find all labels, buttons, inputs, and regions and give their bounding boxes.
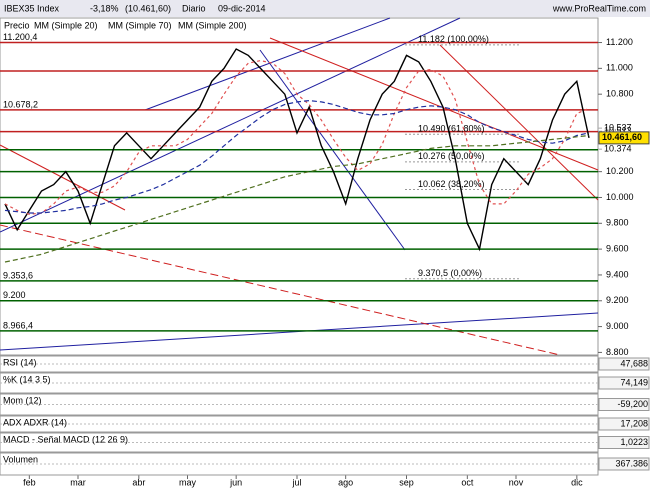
indicator-value-box bbox=[598, 398, 650, 411]
x-tick-label: feb bbox=[23, 477, 36, 487]
y-tick-label: 9.400 bbox=[606, 269, 629, 279]
legend-entry: MM (Simple 200) bbox=[178, 20, 247, 30]
period: Diario bbox=[182, 3, 206, 13]
indicator-value-box bbox=[598, 357, 650, 371]
x-tick-label: mar bbox=[70, 477, 86, 487]
fib-label: 10.276 (50,00%) bbox=[418, 151, 485, 161]
level-label: 8.966,4 bbox=[3, 320, 33, 330]
x-tick-label: abr bbox=[132, 477, 145, 487]
y-tick-label: 10.800 bbox=[606, 89, 634, 99]
x-tick-label: nov bbox=[509, 477, 524, 487]
indicator-value: 17,208 bbox=[620, 418, 648, 428]
indicator-value-box bbox=[598, 457, 650, 471]
level-label: 10.678,2 bbox=[3, 99, 38, 109]
indicator-value: -59,200 bbox=[617, 399, 648, 409]
y-tick-label: 11.200 bbox=[606, 37, 633, 47]
fib-label: 9.370,5 (0,00%) bbox=[418, 268, 482, 278]
indicator-name: MACD - Señal MACD (12 26 9) bbox=[3, 434, 128, 444]
series-line bbox=[4, 134, 590, 263]
extra-tick-label: 10.513 bbox=[604, 126, 632, 136]
series-line bbox=[4, 99, 590, 214]
indicator-value: 47,688 bbox=[620, 358, 648, 368]
indicator-value: 367.386 bbox=[615, 458, 648, 468]
trendline bbox=[144, 17, 391, 111]
last-price-box bbox=[598, 131, 650, 145]
indicator-value-box bbox=[598, 376, 650, 390]
legend-entry: MM (Simple 70) bbox=[108, 20, 172, 30]
y-tick-label: 11.000 bbox=[606, 63, 633, 73]
fib-label: 10.490 (61,80%) bbox=[418, 124, 485, 134]
indicator-name: ADX ADXR (14) bbox=[3, 417, 67, 427]
series-line bbox=[4, 59, 590, 215]
trendline bbox=[0, 144, 126, 211]
x-tick-label: dic bbox=[571, 477, 583, 487]
site: www.ProRealTime.com bbox=[552, 3, 646, 13]
y-tick-label: 8.800 bbox=[606, 347, 629, 357]
y-tick-label: 10.200 bbox=[606, 166, 634, 176]
extra-tick-label: 10.537 bbox=[604, 123, 632, 133]
y-tick-label: 10.000 bbox=[606, 192, 634, 202]
header-bar bbox=[0, 0, 650, 17]
date: 09-dic-2014 bbox=[218, 3, 266, 13]
last: (10.461,60) bbox=[125, 3, 171, 13]
chart-title: IBEX35 Index bbox=[4, 3, 60, 13]
indicator-name: Volumen bbox=[3, 454, 38, 464]
level-label: 9.200 bbox=[3, 290, 26, 300]
x-tick-label: jun bbox=[229, 477, 242, 487]
legend-entry: MM (Simple 20) bbox=[34, 20, 98, 30]
indicator-value: 1,0223 bbox=[620, 437, 648, 447]
indicator-value: 74,149 bbox=[620, 377, 648, 387]
extra-tick-label: 10.374 bbox=[604, 144, 632, 154]
level-label: 11.200,4 bbox=[3, 32, 37, 42]
last-price-label: 10.461,60 bbox=[602, 132, 642, 142]
y-tick-label: 9.800 bbox=[606, 218, 629, 228]
x-tick-label: may bbox=[179, 477, 197, 487]
y-tick-label: 9.600 bbox=[606, 243, 629, 253]
indicator-value-box bbox=[598, 417, 650, 431]
indicator-name: %K (14 3 5) bbox=[3, 374, 51, 384]
x-tick-label: sep bbox=[399, 477, 414, 487]
indicator-value-box bbox=[598, 436, 650, 449]
level-label: 9.353,6 bbox=[3, 270, 33, 280]
y-tick-label: 9.000 bbox=[606, 321, 629, 331]
indicator-name: Mom (12) bbox=[3, 395, 42, 405]
fib-label: 11.182 (100,00%) bbox=[418, 34, 489, 44]
legend-price: Precio bbox=[4, 20, 30, 30]
main-panel bbox=[0, 17, 599, 356]
series-line bbox=[4, 48, 590, 252]
trendline bbox=[0, 17, 461, 233]
fib-label: 10.062 (38,20%) bbox=[418, 179, 485, 189]
x-tick-label: oct bbox=[461, 477, 474, 487]
y-tick-label: 9.200 bbox=[606, 295, 629, 305]
change: -3,18% bbox=[90, 3, 119, 13]
indicator-name: RSI (14) bbox=[3, 357, 37, 367]
x-tick-label: ago bbox=[338, 477, 353, 487]
x-tick-label: jul bbox=[291, 477, 301, 487]
